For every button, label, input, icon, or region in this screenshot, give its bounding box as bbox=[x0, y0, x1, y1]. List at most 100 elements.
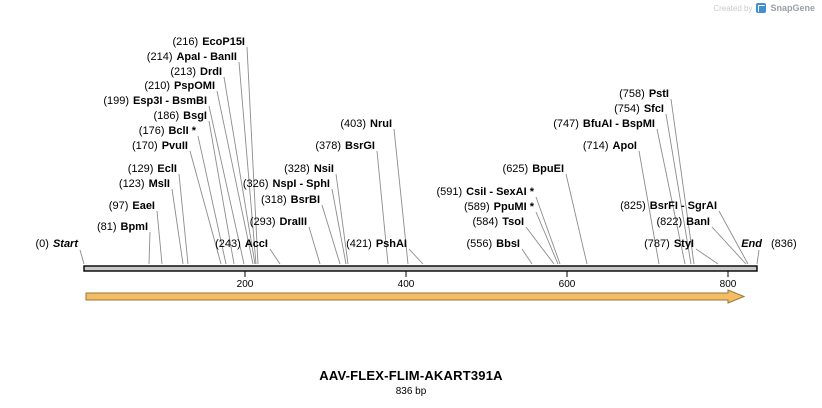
enzyme-site-label[interactable]: (186) BsgI bbox=[153, 110, 207, 122]
enzyme-site-label[interactable]: (213) DrdI bbox=[170, 66, 222, 78]
site-name: NruI bbox=[370, 118, 392, 130]
site-position: (326) bbox=[242, 178, 269, 190]
enzyme-site-label[interactable]: (591) CsiI - SexAI * bbox=[436, 186, 534, 198]
site-position: (714) bbox=[582, 140, 609, 152]
enzyme-site-label[interactable]: (210) PspOMI bbox=[144, 80, 215, 92]
enzyme-site-label[interactable]: (787) StyI bbox=[644, 238, 694, 250]
site-position: (787) bbox=[644, 238, 670, 250]
enzyme-site-label[interactable]: (326) NspI - SphI bbox=[243, 178, 330, 190]
site-position: (243) bbox=[215, 238, 241, 250]
site-name: BbsI bbox=[496, 238, 520, 250]
enzyme-site-label[interactable]: (403) NruI bbox=[340, 118, 392, 130]
site-position: (328) bbox=[284, 163, 310, 175]
enzyme-site-label[interactable]: (822) BanI bbox=[656, 216, 710, 228]
enzyme-site-label[interactable]: (293) DraIII bbox=[250, 216, 307, 228]
site-name: CsiI - SexAI * bbox=[466, 186, 534, 198]
site-position: (213) bbox=[170, 66, 196, 78]
site-name: BsrBI bbox=[290, 194, 320, 206]
ruler-ticks bbox=[244, 271, 729, 277]
site-position: (825) bbox=[620, 200, 646, 212]
enzyme-site-label[interactable]: (176) BclI * bbox=[139, 125, 196, 137]
end-label: End bbox=[741, 238, 762, 250]
site-name: ApaI - BanII bbox=[176, 51, 237, 63]
site-position: (210) bbox=[144, 80, 171, 92]
site-name: BclI * bbox=[168, 125, 196, 137]
enzyme-site-label[interactable]: (216) EcoP15I bbox=[173, 36, 246, 48]
site-position: (318) bbox=[260, 194, 287, 206]
site-name: Esp3I - BsmBI bbox=[133, 95, 207, 107]
site-name: BsrFI - SgrAI bbox=[649, 200, 717, 212]
site-position: (97) bbox=[108, 200, 129, 212]
site-position: (747) bbox=[553, 118, 579, 130]
ruler-label-400: 400 bbox=[397, 279, 415, 290]
enzyme-site-label[interactable]: (170) PvuII bbox=[132, 140, 188, 152]
start-label: (0) Start bbox=[35, 238, 78, 250]
site-position: (591) bbox=[436, 186, 463, 198]
site-name: BsrGI bbox=[345, 140, 375, 152]
sequence-line bbox=[83, 265, 758, 272]
site-position: (822) bbox=[656, 216, 683, 228]
site-position: (758) bbox=[619, 88, 645, 100]
site-position: (589) bbox=[463, 201, 490, 213]
enzyme-site-label[interactable]: (556) BbsI bbox=[466, 238, 520, 250]
enzyme-site-label[interactable]: (754) SfcI bbox=[614, 103, 664, 115]
site-name: NsiI bbox=[313, 163, 334, 175]
enzyme-site-label[interactable]: (81) BpmI bbox=[97, 221, 148, 233]
enzyme-site-label[interactable]: (214) ApaI - BanII bbox=[147, 51, 237, 63]
site-name: BsgI bbox=[183, 110, 207, 122]
start-text: Start bbox=[52, 238, 78, 250]
enzyme-site-label[interactable]: (243) AccI bbox=[215, 238, 268, 250]
site-position: (214) bbox=[146, 51, 173, 63]
enzyme-site-label[interactable]: (129) EclI bbox=[128, 163, 177, 175]
enzyme-site-label[interactable]: (747) BfuAI - BspMI bbox=[553, 118, 655, 130]
site-name: MslI bbox=[148, 178, 170, 190]
enzyme-site-label[interactable]: (328) NsiI bbox=[284, 163, 334, 175]
site-name: StyI bbox=[673, 238, 694, 250]
site-name: DrdI bbox=[200, 66, 222, 78]
map-footer: AAV-FLEX-FLIM-AKART391A 836 bp bbox=[0, 368, 822, 397]
enzyme-site-label[interactable]: (199) Esp3I - BsmBI bbox=[103, 95, 207, 107]
site-name: TsoI bbox=[502, 216, 524, 228]
enzyme-site-label[interactable]: (378) BsrGI bbox=[315, 140, 375, 152]
site-name: AccI bbox=[244, 238, 268, 250]
site-position: (170) bbox=[132, 140, 158, 152]
enzyme-site-label[interactable]: (825) BsrFI - SgrAI bbox=[620, 200, 717, 212]
snapgene-brand-text: SnapGene bbox=[770, 3, 815, 13]
enzyme-site-label[interactable]: (421) PshAI bbox=[346, 238, 407, 250]
site-position: (378) bbox=[315, 140, 342, 152]
enzyme-site-label[interactable]: (625) BpuEI bbox=[503, 163, 564, 175]
snapgene-watermark: Created by SnapGene bbox=[713, 3, 815, 13]
site-position: (625) bbox=[502, 163, 529, 175]
enzyme-site-label[interactable]: (584) TsoI bbox=[473, 216, 524, 228]
site-position: (81) bbox=[96, 221, 117, 233]
site-name: EcoP15I bbox=[202, 36, 245, 48]
enzyme-site-label[interactable]: (714) ApoI bbox=[583, 140, 637, 152]
site-position: (754) bbox=[614, 103, 640, 115]
end-position: (836) bbox=[771, 238, 797, 250]
site-position: (421) bbox=[346, 238, 372, 250]
created-by-text: Created by bbox=[713, 3, 753, 13]
site-position: (176) bbox=[138, 125, 165, 137]
enzyme-site-label[interactable]: (318) BsrBI bbox=[261, 194, 320, 206]
site-name: BfuAI - BspMI bbox=[582, 118, 655, 130]
site-name: PspOMI bbox=[174, 80, 215, 92]
site-position: (199) bbox=[103, 95, 130, 107]
feature-arrow[interactable] bbox=[85, 289, 746, 304]
end-text: End bbox=[741, 238, 762, 250]
enzyme-site-label[interactable]: (97) EaeI bbox=[109, 200, 155, 212]
site-name: NspI - SphI bbox=[272, 178, 330, 190]
enzyme-site-label[interactable]: (123) MslI bbox=[119, 178, 170, 190]
ruler-label-200: 200 bbox=[236, 279, 254, 290]
site-position: (186) bbox=[153, 110, 180, 122]
site-name: EaeI bbox=[132, 200, 155, 212]
site-position: (293) bbox=[249, 216, 276, 228]
site-position: (403) bbox=[340, 118, 366, 130]
construct-title: AAV-FLEX-FLIM-AKART391A bbox=[319, 368, 503, 383]
enzyme-site-label[interactable]: (589) PpuMI * bbox=[464, 201, 534, 213]
leader-lines bbox=[79, 46, 760, 265]
site-position: (584) bbox=[472, 216, 499, 228]
enzyme-site-label[interactable]: (758) PstI bbox=[619, 88, 669, 100]
site-name: BpuEI bbox=[532, 163, 564, 175]
